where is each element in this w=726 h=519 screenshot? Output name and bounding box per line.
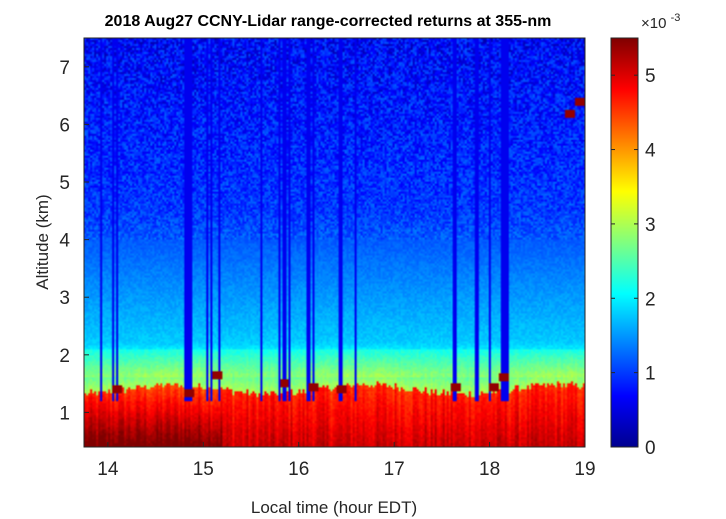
colorbar-multiplier-base: ×10 bbox=[641, 15, 666, 32]
y-tick-label: 1 bbox=[59, 403, 70, 424]
colorbar-multiplier: ×10 -3 bbox=[641, 12, 680, 32]
y-axis-label: Altitude (km) bbox=[33, 194, 52, 289]
y-tick-label: 4 bbox=[59, 231, 70, 252]
colorbar-ticks: 0 1 2 3 4 5 bbox=[611, 66, 656, 459]
heatmap-plot-area bbox=[83, 37, 586, 448]
colorbar-tick-label: 5 bbox=[645, 66, 656, 87]
x-axis: 14 15 16 17 18 19 bbox=[97, 442, 596, 480]
colorbar-multiplier-exponent: -3 bbox=[671, 12, 681, 24]
x-tick-label: 16 bbox=[288, 459, 309, 480]
x-tick-label: 19 bbox=[574, 459, 595, 480]
y-tick-label: 5 bbox=[59, 173, 70, 194]
plot-frame bbox=[83, 37, 586, 448]
y-axis: 1 2 3 4 5 6 7 bbox=[59, 58, 89, 424]
colorbar-tick-label: 3 bbox=[645, 215, 656, 236]
x-tick-label: 17 bbox=[384, 459, 405, 480]
lidar-heatmap bbox=[84, 38, 585, 447]
colorbar-gradient bbox=[610, 37, 639, 448]
colorbar-tick-label: 0 bbox=[645, 438, 656, 459]
x-axis-label: Local time (hour EDT) bbox=[251, 498, 417, 517]
y-tick-label: 7 bbox=[59, 58, 70, 79]
colorbar: 0 1 2 3 4 5 ×10 -3 bbox=[610, 12, 680, 459]
x-tick-label: 18 bbox=[479, 459, 500, 480]
y-tick-label: 2 bbox=[59, 346, 70, 367]
y-tick-label: 3 bbox=[59, 288, 70, 309]
colorbar-tick-label: 2 bbox=[645, 289, 656, 310]
x-tick-label: 15 bbox=[193, 459, 214, 480]
y-tick-label: 6 bbox=[59, 115, 70, 136]
colorbar-tick-label: 4 bbox=[645, 141, 656, 162]
colorbar-tick-label: 1 bbox=[645, 364, 656, 385]
x-tick-label: 14 bbox=[97, 459, 119, 480]
chart-title: 2018 Aug27 CCNY-Lidar range-corrected re… bbox=[105, 13, 552, 30]
